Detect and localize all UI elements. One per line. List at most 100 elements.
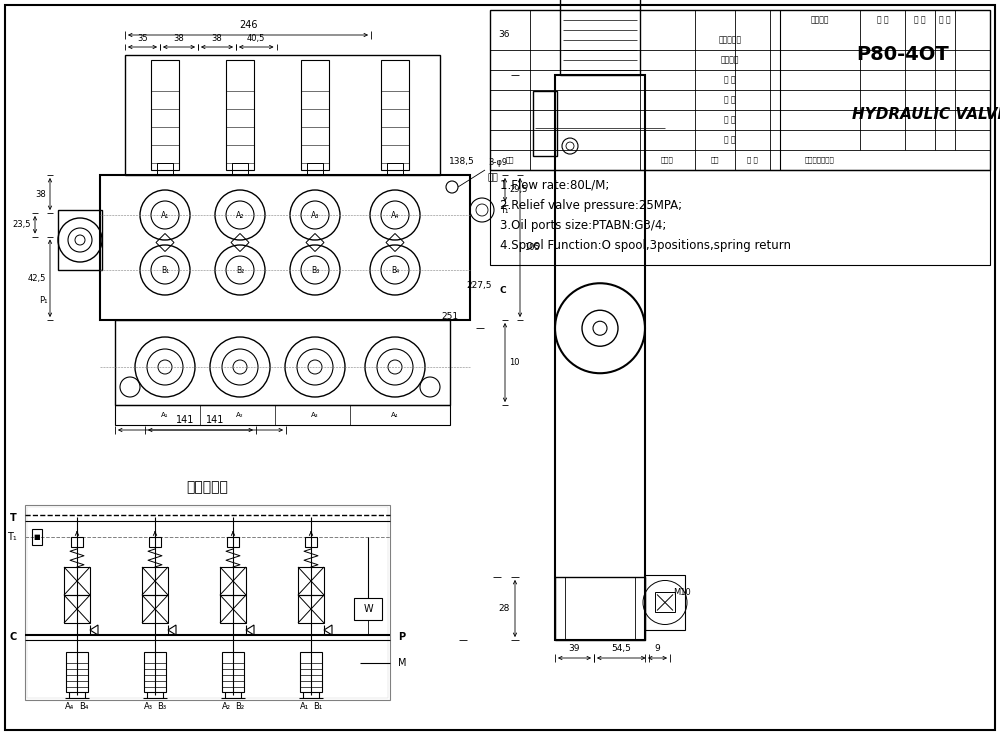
Text: 第 张: 第 张 [939, 15, 951, 24]
Bar [298, 567, 324, 595]
Text: 40,5: 40,5 [247, 34, 265, 43]
Text: A₃: A₃ [311, 412, 319, 418]
Bar [387, 163, 403, 175]
Text: 38: 38 [174, 34, 184, 43]
Bar [71, 537, 83, 547]
Text: 设 计: 设 计 [724, 135, 736, 145]
Text: 描 图: 描 图 [724, 96, 736, 104]
Text: T₁: T₁ [7, 532, 17, 542]
Text: A₂: A₂ [236, 210, 244, 220]
Text: 246: 246 [239, 20, 257, 30]
Bar [533, 91, 557, 156]
Text: B₃: B₃ [311, 265, 319, 274]
Text: 23,5: 23,5 [12, 220, 31, 229]
Bar [560, 0, 640, 75]
Text: A₁: A₁ [161, 412, 169, 418]
Bar [64, 595, 90, 623]
Text: T: T [10, 513, 17, 523]
Bar [27, 507, 388, 698]
Text: A₄: A₄ [391, 412, 399, 418]
Text: B₄: B₄ [79, 702, 89, 711]
Text: 251: 251 [441, 312, 458, 321]
Text: 1.Flow rate:80L/M;: 1.Flow rate:80L/M; [500, 179, 609, 192]
Text: HYDRAULIC VALVE: HYDRAULIC VALVE [852, 107, 1000, 121]
Text: T₁: T₁ [500, 206, 508, 215]
Text: 35: 35 [137, 34, 148, 43]
Bar [125, 55, 440, 175]
Bar [100, 175, 470, 320]
Text: 工艺检查: 工艺检查 [721, 56, 739, 65]
Bar [226, 60, 254, 170]
Text: A₁: A₁ [161, 210, 169, 220]
Text: 2.Relief valve pressure:25MPA;: 2.Relief valve pressure:25MPA; [500, 198, 682, 212]
Bar [555, 75, 645, 640]
Text: W: W [363, 604, 373, 614]
Text: 4.Spool Function:O spool,3positions,spring return: 4.Spool Function:O spool,3positions,spri… [500, 238, 791, 251]
Bar [25, 505, 390, 700]
Bar [381, 60, 409, 170]
Bar [565, 577, 635, 640]
Text: 通孔: 通孔 [488, 173, 499, 182]
Text: A₂: A₂ [236, 412, 244, 418]
Text: 141: 141 [206, 415, 225, 425]
Text: 36: 36 [498, 30, 510, 39]
Text: 141: 141 [176, 415, 195, 425]
Bar [555, 577, 645, 640]
Bar [300, 652, 322, 692]
Text: A₄: A₄ [391, 210, 399, 220]
Bar [142, 567, 168, 595]
Text: 重 量: 重 量 [877, 15, 888, 24]
Text: B₃: B₃ [157, 702, 167, 711]
Text: B₁: B₁ [313, 702, 323, 711]
Text: C: C [500, 285, 507, 295]
Bar [354, 598, 382, 620]
Text: 38: 38 [35, 190, 46, 198]
Text: 138,5: 138,5 [449, 157, 475, 165]
Text: 29,5: 29,5 [509, 185, 527, 194]
Text: 图样标记: 图样标记 [811, 15, 829, 24]
Text: B₂: B₂ [236, 265, 244, 274]
Text: ■: ■ [34, 534, 40, 540]
Text: 共 张: 共 张 [914, 15, 926, 24]
Bar [307, 163, 323, 175]
Text: B₄: B₄ [391, 265, 399, 274]
Bar [298, 595, 324, 623]
Text: 9: 9 [655, 644, 660, 653]
Bar [32, 529, 42, 545]
Bar [115, 405, 450, 425]
Text: 日期: 日期 [711, 157, 719, 163]
Bar [157, 163, 173, 175]
Text: B₁: B₁ [161, 265, 169, 274]
Text: A₂: A₂ [222, 702, 230, 711]
Text: 42,5: 42,5 [28, 273, 46, 283]
Text: 10: 10 [509, 358, 520, 367]
Text: P80-4OT: P80-4OT [856, 46, 949, 64]
Text: 38: 38 [212, 34, 222, 43]
Bar [220, 595, 246, 623]
Text: A₁: A₁ [299, 702, 309, 711]
Bar [301, 60, 329, 170]
Bar [490, 170, 990, 265]
Bar [227, 537, 239, 547]
Text: 28: 28 [499, 604, 510, 613]
Text: 号 码: 号 码 [747, 157, 758, 163]
Bar [144, 652, 166, 692]
Text: 制 图: 制 图 [724, 115, 736, 124]
Bar [66, 652, 88, 692]
Bar [58, 210, 102, 270]
Text: 更改内容或依据: 更改内容或依据 [805, 157, 835, 163]
Text: M10: M10 [673, 589, 691, 598]
Bar [115, 320, 450, 405]
Text: A₃: A₃ [311, 210, 319, 220]
Text: C: C [10, 632, 17, 642]
Text: P₁: P₁ [40, 295, 48, 304]
Text: 54,5: 54,5 [611, 644, 631, 653]
Bar [151, 60, 179, 170]
Text: 3.Oil ports size:PTABN:G3/4;: 3.Oil ports size:PTABN:G3/4; [500, 218, 666, 232]
Text: 液压原理图: 液压原理图 [187, 480, 228, 494]
Bar [645, 575, 685, 630]
Text: 227,5: 227,5 [466, 281, 492, 290]
Bar [142, 595, 168, 623]
Bar [220, 567, 246, 595]
Text: A₄: A₄ [65, 702, 75, 711]
